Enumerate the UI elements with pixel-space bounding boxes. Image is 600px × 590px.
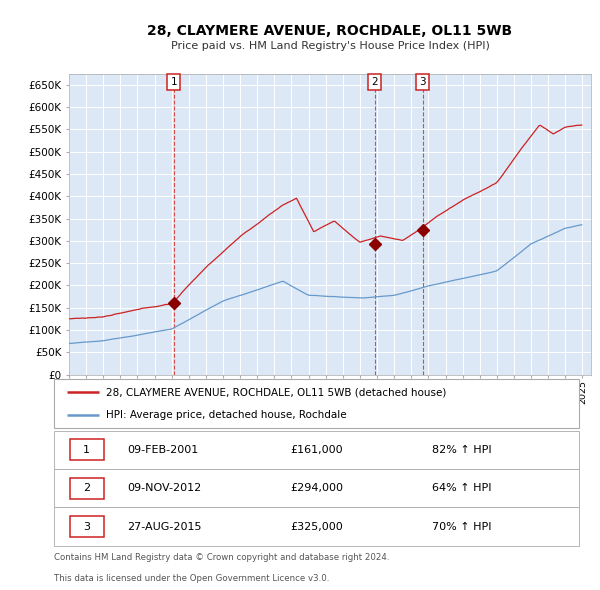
Text: £325,000: £325,000 bbox=[290, 522, 343, 532]
Text: 27-AUG-2015: 27-AUG-2015 bbox=[128, 522, 202, 532]
Text: 28, CLAYMERE AVENUE, ROCHDALE, OL11 5WB (detached house): 28, CLAYMERE AVENUE, ROCHDALE, OL11 5WB … bbox=[107, 388, 447, 398]
Text: 1: 1 bbox=[83, 445, 91, 455]
Text: 09-FEB-2001: 09-FEB-2001 bbox=[128, 445, 199, 455]
FancyBboxPatch shape bbox=[70, 440, 104, 460]
Text: 3: 3 bbox=[419, 77, 426, 87]
Text: £294,000: £294,000 bbox=[290, 483, 343, 493]
Bar bbox=[54, 507, 579, 546]
FancyBboxPatch shape bbox=[70, 516, 104, 537]
Text: HPI: Average price, detached house, Rochdale: HPI: Average price, detached house, Roch… bbox=[107, 409, 347, 419]
FancyBboxPatch shape bbox=[70, 478, 104, 499]
Text: Price paid vs. HM Land Registry's House Price Index (HPI): Price paid vs. HM Land Registry's House … bbox=[170, 41, 490, 51]
Text: 70% ↑ HPI: 70% ↑ HPI bbox=[432, 522, 491, 532]
Text: 09-NOV-2012: 09-NOV-2012 bbox=[128, 483, 202, 493]
Text: 2: 2 bbox=[371, 77, 378, 87]
Text: £161,000: £161,000 bbox=[290, 445, 343, 455]
Bar bbox=[54, 431, 579, 469]
Text: 64% ↑ HPI: 64% ↑ HPI bbox=[432, 483, 491, 493]
Bar bbox=[54, 469, 579, 507]
Text: 3: 3 bbox=[83, 522, 91, 532]
FancyBboxPatch shape bbox=[54, 379, 579, 428]
Text: 1: 1 bbox=[170, 77, 177, 87]
Text: This data is licensed under the Open Government Licence v3.0.: This data is licensed under the Open Gov… bbox=[54, 574, 329, 583]
Text: 28, CLAYMERE AVENUE, ROCHDALE, OL11 5WB: 28, CLAYMERE AVENUE, ROCHDALE, OL11 5WB bbox=[148, 24, 512, 38]
Text: 2: 2 bbox=[83, 483, 91, 493]
Text: Contains HM Land Registry data © Crown copyright and database right 2024.: Contains HM Land Registry data © Crown c… bbox=[54, 553, 389, 562]
Text: 82% ↑ HPI: 82% ↑ HPI bbox=[432, 445, 491, 455]
